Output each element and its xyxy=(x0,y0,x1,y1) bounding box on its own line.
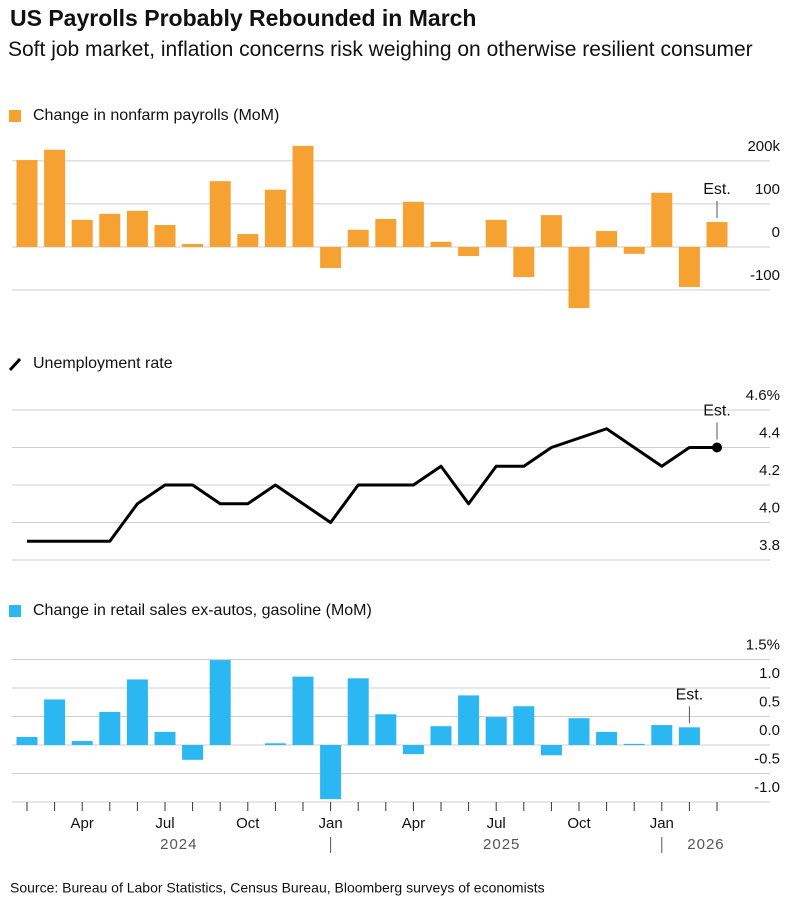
x-tick-label: Jan xyxy=(650,815,674,832)
end-dot xyxy=(712,442,722,453)
chart-subtitle: Soft job market, inflation concerns risk… xyxy=(8,38,753,61)
x-tick-label: Jul xyxy=(487,815,506,832)
bar xyxy=(402,745,424,755)
bar xyxy=(375,218,397,247)
y-tick-label: 3.8 xyxy=(759,537,780,554)
bar xyxy=(623,743,645,745)
bar xyxy=(99,711,121,745)
bar xyxy=(16,737,38,745)
year-label: 2026 xyxy=(687,836,724,853)
bar xyxy=(237,234,259,247)
bar xyxy=(347,678,369,745)
bar xyxy=(264,189,286,247)
bar xyxy=(706,222,728,247)
y-tick-label: 1.0 xyxy=(759,665,780,682)
bar xyxy=(99,213,121,247)
bar xyxy=(623,246,645,254)
y-tick-label: 4.0 xyxy=(759,499,780,516)
bar xyxy=(458,246,480,256)
bar xyxy=(568,718,590,745)
y-tick-label: 0.0 xyxy=(759,722,780,739)
bar xyxy=(126,210,148,247)
bar xyxy=(347,229,369,247)
y-tick-label: 0.5 xyxy=(759,693,780,710)
bar xyxy=(126,679,148,745)
x-tick-label: Apr xyxy=(71,815,94,832)
bar xyxy=(71,741,93,745)
bar xyxy=(375,714,397,745)
x-tick-label: Oct xyxy=(567,815,591,832)
line xyxy=(27,427,717,543)
y-tick-label: -0.5 xyxy=(754,750,780,767)
bar xyxy=(540,745,562,756)
bar xyxy=(44,699,66,745)
subtitle-box: Soft job market, inflation concerns risk… xyxy=(8,38,753,61)
legend-label: Change in retail sales ex-autos, gasolin… xyxy=(33,602,372,619)
y-tick-label: 0 xyxy=(772,224,780,241)
bar xyxy=(568,246,590,309)
year-label: 2025 xyxy=(483,836,520,853)
bar xyxy=(264,743,286,745)
x-tick-label: Oct xyxy=(236,815,260,832)
bar xyxy=(430,726,452,745)
bar xyxy=(596,731,618,745)
legend-swatch xyxy=(8,357,22,372)
bar xyxy=(485,219,507,247)
annotation: Est. xyxy=(676,687,704,704)
x-tick-label: Jan xyxy=(319,815,343,832)
bar xyxy=(458,695,480,745)
bar xyxy=(596,231,618,247)
bar xyxy=(430,241,452,247)
bar xyxy=(209,181,231,247)
annotation: Est. xyxy=(703,181,731,198)
y-tick-label: 200k xyxy=(747,138,780,155)
legend-label: Change in nonfarm payrolls (MoM) xyxy=(33,107,279,124)
bar xyxy=(182,745,204,760)
y-tick-label: -1.0 xyxy=(754,779,780,796)
bar xyxy=(292,676,314,745)
y-tick-label: 4.4 xyxy=(759,424,780,441)
annotation: Est. xyxy=(703,403,731,420)
legend-label: Unemployment rate xyxy=(33,355,173,372)
bar xyxy=(44,149,66,247)
bar xyxy=(320,745,342,800)
bar xyxy=(651,192,673,247)
year-label: 2024 xyxy=(160,836,197,853)
bar xyxy=(513,246,535,278)
y-tick-label: 4.2 xyxy=(759,462,780,479)
bar xyxy=(154,731,176,745)
legend-swatch xyxy=(9,110,21,122)
chart-title: US Payrolls Probably Rebounded in March xyxy=(10,5,476,31)
bar xyxy=(292,145,314,247)
y-tick-label: 4.6% xyxy=(746,387,780,404)
bar xyxy=(651,725,673,745)
bar xyxy=(182,243,204,247)
bar xyxy=(678,727,700,745)
bar xyxy=(678,246,700,287)
y-tick-label: 100 xyxy=(755,181,780,198)
bar xyxy=(154,225,176,247)
legend-swatch xyxy=(9,605,21,617)
bar xyxy=(209,660,231,745)
x-tick-label: Jul xyxy=(155,815,174,832)
bar xyxy=(320,246,342,269)
y-tick-label: 1.5% xyxy=(746,636,780,653)
x-tick-label: Apr xyxy=(402,815,425,832)
bar xyxy=(513,706,535,745)
bar xyxy=(402,201,424,247)
bar xyxy=(540,215,562,247)
bar xyxy=(71,219,93,247)
y-tick-label: -100 xyxy=(750,267,780,284)
bar xyxy=(485,717,507,745)
source-note: Source: Bureau of Labor Statistics, Cens… xyxy=(10,880,545,896)
bar xyxy=(16,160,38,247)
